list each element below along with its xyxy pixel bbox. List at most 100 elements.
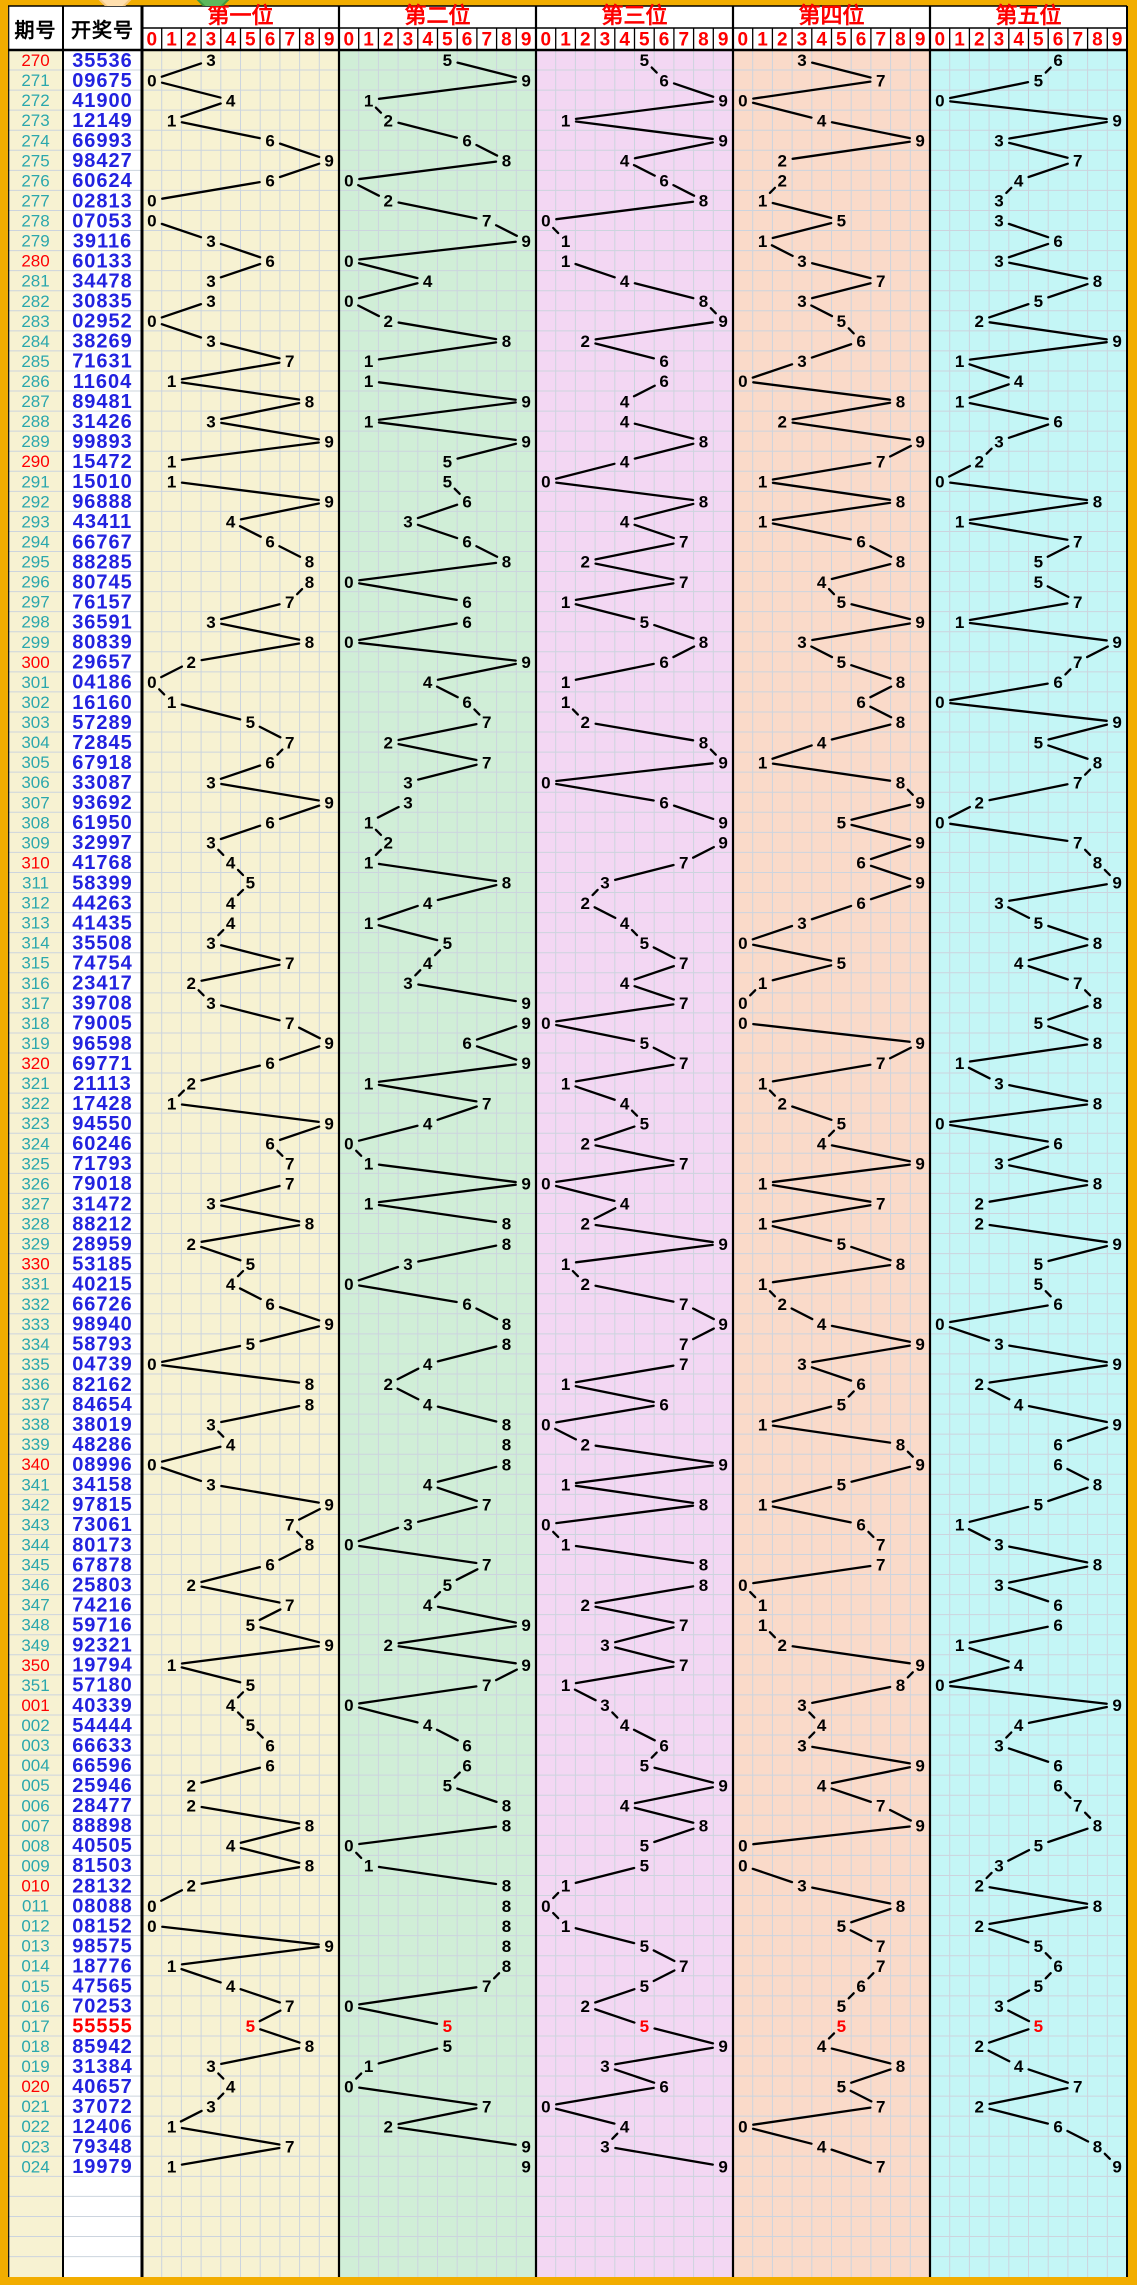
trend-line [771, 1263, 892, 1284]
trend-digit: 3 [206, 613, 215, 632]
trend-digit: 7 [1073, 593, 1082, 612]
trend-digit: 8 [502, 1315, 511, 1334]
trend-line [436, 1486, 478, 1503]
table-row: 310 41768 [21, 852, 132, 874]
trend-line [180, 1967, 222, 1984]
trend-line [888, 444, 912, 458]
trend-line [850, 664, 892, 680]
trend-line [220, 1404, 301, 1424]
trend-line [1008, 120, 1108, 140]
winning-number: 32997 [72, 832, 133, 854]
trend-digit: 3 [797, 352, 806, 371]
trend-digit: 4 [620, 914, 630, 933]
trend-line [633, 442, 695, 460]
period-number: 340 [21, 1455, 49, 1474]
trend-line [1027, 2068, 1069, 2084]
trend-digit: 6 [1053, 51, 1062, 70]
trend-line [160, 1344, 242, 1363]
trend-line [278, 545, 302, 558]
winning-number: 02813 [72, 190, 133, 212]
trend-digit: 0 [344, 252, 353, 271]
trend-line [374, 828, 383, 837]
table-row: 282 30835 [21, 291, 132, 313]
trend-line [554, 462, 616, 480]
period-number: 274 [21, 131, 49, 150]
trend-line [613, 1626, 675, 1644]
trend-line [357, 304, 381, 318]
trend-digit: 9 [1112, 111, 1121, 130]
trend-digit: 6 [265, 1295, 274, 1314]
trend-digit: 9 [1112, 1355, 1121, 1374]
trend-line [358, 641, 517, 662]
trend-digit: 6 [462, 131, 471, 150]
trend-line [888, 1046, 912, 1060]
trend-digit: 8 [896, 773, 905, 792]
trend-line [574, 1866, 636, 1885]
column-digit-label: 6 [265, 30, 276, 51]
trend-digit: 9 [915, 793, 924, 812]
period-number: 293 [21, 512, 49, 531]
trend-digit: 8 [896, 673, 905, 692]
trend-digit: 4 [226, 91, 236, 110]
winning-number: 47565 [72, 1976, 133, 1998]
trend-digit: 7 [285, 1175, 294, 1194]
trend-line [297, 1026, 321, 1040]
table-row: 002 54444 [21, 1715, 132, 1737]
trend-line [987, 1387, 1011, 1401]
trend-digit: 9 [915, 874, 924, 893]
trend-line [1007, 423, 1050, 439]
trend-digit: 7 [482, 753, 491, 772]
table-row: 327 31472 [21, 1193, 132, 1215]
trend-line [653, 1827, 695, 1844]
column-digit-label: 5 [639, 30, 650, 51]
period-number: 285 [21, 352, 49, 371]
trend-digit: 9 [915, 1034, 924, 1053]
trend-digit: 3 [797, 914, 806, 933]
trend-line [985, 447, 993, 455]
column-digit-label: 3 [600, 30, 611, 51]
trend-digit: 9 [521, 653, 530, 672]
trend-line [574, 120, 714, 141]
table-row: 014 18776 [21, 1956, 132, 1978]
period-number: 313 [21, 914, 49, 933]
trend-digit: 7 [285, 733, 294, 752]
trend-digit: 1 [364, 1195, 373, 1214]
trend-line [988, 1927, 1030, 1944]
trend-digit: 3 [600, 1696, 609, 1715]
trend-line [633, 964, 675, 981]
trend-line [847, 1992, 855, 2000]
trend-line [751, 363, 794, 379]
trend-line [355, 1149, 363, 1157]
trend-digit: 3 [206, 51, 215, 70]
table-row: 274 66993 [21, 130, 132, 152]
trend-line [968, 602, 1069, 622]
period-number: 307 [21, 793, 49, 812]
trend-line [295, 587, 304, 596]
winning-number: 82162 [72, 1374, 133, 1396]
period-number: 289 [21, 432, 49, 451]
trend-line [574, 1665, 675, 1685]
trend-line [436, 1465, 498, 1483]
number-column-header: 开奖号 [71, 19, 134, 42]
table-row: 277 02813 [21, 190, 133, 212]
period-number: 301 [21, 673, 49, 692]
trend-digit: 7 [876, 1937, 885, 1956]
trend-digit: 8 [502, 152, 511, 171]
winning-number: 23417 [72, 973, 133, 995]
column-digit-label: 4 [619, 30, 630, 51]
trend-digit: 9 [324, 1636, 333, 1655]
trend-line [988, 1183, 1089, 1203]
trend-line [200, 1224, 301, 1243]
trend-digit: 6 [462, 613, 471, 632]
trend-digit: 5 [1034, 1014, 1043, 1033]
trend-digit: 8 [1093, 1897, 1102, 1916]
section-title: 第三位 [601, 3, 667, 28]
column-digit-label: 0 [738, 30, 749, 51]
trend-digit: 1 [561, 1255, 570, 1274]
trend-digit: 1 [955, 1054, 964, 1073]
trend-line [614, 2046, 714, 2066]
trend-digit: 8 [502, 1897, 511, 1916]
trend-digit: 6 [659, 1395, 668, 1414]
trend-line [357, 184, 381, 197]
trend-digit: 2 [187, 1877, 196, 1896]
